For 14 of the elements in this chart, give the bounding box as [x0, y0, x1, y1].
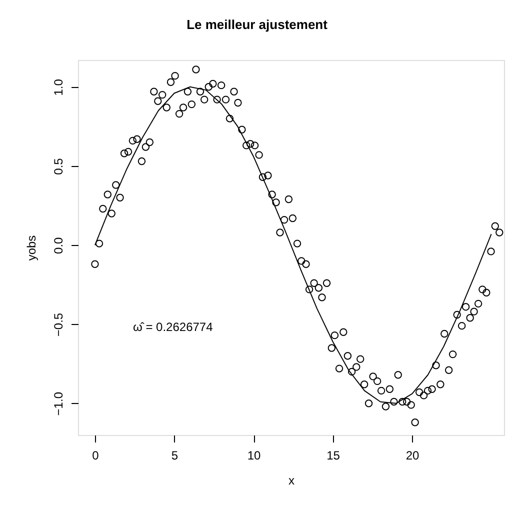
- x-tick-label: 0: [92, 448, 100, 462]
- y-tick-label: −0.5: [52, 312, 66, 337]
- x-tick-label: 15: [326, 448, 340, 462]
- y-tick-label: 1.0: [52, 78, 66, 96]
- x-tick-label: 10: [247, 448, 261, 462]
- x-tick-label: 20: [406, 448, 420, 462]
- annotation: ω̂ = 0.2626774: [133, 320, 214, 334]
- y-tick-label: 0.0: [52, 236, 66, 254]
- y-axis-title: yobs: [24, 235, 38, 261]
- y-tick-label: −1.0: [52, 392, 66, 416]
- x-tick-label: 5: [171, 448, 178, 462]
- y-tick-label: 0.5: [52, 158, 66, 175]
- chart-title: Le meilleur ajustement: [186, 17, 328, 32]
- x-axis-title: x: [288, 474, 294, 488]
